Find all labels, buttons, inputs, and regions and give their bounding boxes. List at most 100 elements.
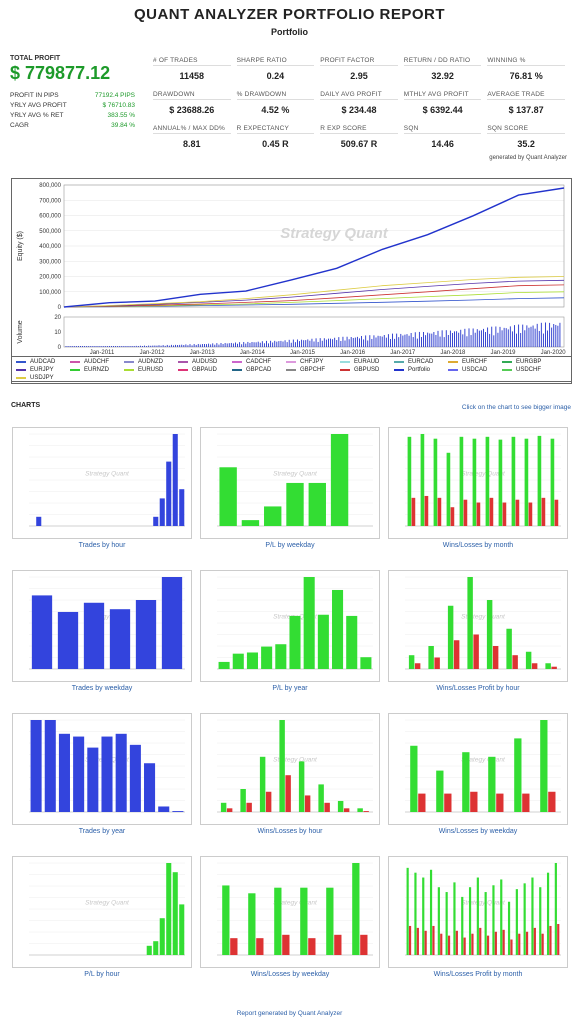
legend-item: AUDCHF [70, 359, 124, 365]
chart-bar [330, 434, 349, 526]
legend-swatch [340, 361, 350, 363]
legend-item: EURCHF [448, 359, 502, 365]
chart-caption[interactable]: Trades by year [78, 828, 126, 835]
chart-bar [87, 747, 99, 812]
chart-bar [360, 657, 372, 669]
chart-card[interactable]: Strategy Quant Trades by weekday [12, 570, 192, 692]
chart-bar-wins [523, 883, 526, 955]
legend-item: EURGBP [502, 359, 556, 365]
chart-bar [146, 945, 152, 955]
chart-watermark: Strategy Quant [461, 613, 506, 620]
chart-card[interactable]: Strategy Quant Trades by hour [12, 427, 192, 549]
chart-bar-losses [463, 499, 468, 526]
chart-card[interactable]: Strategy Quant Wins/Losses by weekday [388, 713, 568, 835]
chart-card[interactable]: Strategy Quant P/L by hour [12, 856, 192, 978]
chart-thumbnail[interactable]: Strategy Quant [200, 856, 380, 968]
stat-label: WINNING % [487, 57, 565, 66]
chart-bar [303, 577, 315, 669]
footer[interactable]: Report generated by Quant Analyzer [236, 1010, 343, 1017]
chart-watermark: Strategy Quant [85, 470, 130, 477]
chart-card[interactable]: Strategy Quant P/L by year [200, 570, 380, 692]
equity-xtick: Jan-2020 [541, 350, 567, 355]
legend-item: GBPAUD [178, 367, 232, 373]
chart-caption[interactable]: P/L by weekday [265, 542, 315, 549]
chart-bar-wins [550, 438, 555, 526]
chart-bar-losses [496, 793, 504, 812]
chart-bar-losses [479, 927, 482, 955]
chart-thumbnail[interactable]: Strategy Quant [388, 427, 568, 539]
chart-caption[interactable]: P/L by year [272, 685, 308, 692]
click-note[interactable]: Click on the chart to see bigger image [461, 404, 571, 411]
chart-svg: Strategy Quant [405, 719, 561, 813]
chart-bar-losses [450, 507, 455, 526]
chart-thumbnail[interactable]: Strategy Quant [388, 713, 568, 825]
chart-bar-wins [525, 651, 532, 669]
chart-card[interactable]: Strategy Quant Wins/Losses by month [388, 427, 568, 549]
chart-bar-losses [541, 933, 544, 955]
chart-bar-wins [406, 867, 409, 955]
chart-thumbnail[interactable]: Strategy Quant [200, 427, 380, 539]
chart-bar-losses [502, 502, 507, 526]
chart-bar-losses [455, 930, 458, 955]
chart-bar [36, 516, 42, 526]
chart-caption[interactable]: Wins/Losses by weekday [438, 828, 518, 835]
legend-item: CHFJPY [286, 359, 340, 365]
chart-bar [289, 615, 301, 669]
chart-bar-losses [308, 938, 316, 955]
chart-card[interactable]: Strategy Quant Wins/Losses Profit by hour [388, 570, 568, 692]
chart-caption[interactable]: Wins/Losses by hour [257, 828, 323, 835]
legend-item: USDJPY [16, 375, 70, 381]
chart-thumbnail[interactable]: Strategy Quant [388, 570, 568, 682]
chart-thumbnail[interactable]: Strategy Quant [200, 713, 380, 825]
chart-bar-wins [259, 756, 266, 812]
chart-thumbnail[interactable]: Strategy Quant [12, 570, 192, 682]
chart-thumbnail[interactable]: Strategy Quant [12, 713, 192, 825]
chart-caption[interactable]: P/L by hour [84, 971, 120, 978]
summary-row: YRLY AVG % RET 383.55 % [10, 112, 135, 119]
stat-cell: SQN SCORE 35.2 [484, 123, 568, 157]
stat-value: $ 234.48 [341, 105, 377, 115]
stat-value: 2.95 [350, 71, 368, 81]
chart-card[interactable]: Strategy Quant Trades by year [12, 713, 192, 835]
chart-caption[interactable]: Wins/Losses Profit by month [433, 971, 523, 978]
chart-bar-wins [279, 720, 285, 812]
chart-bar-wins [408, 655, 415, 669]
chart-watermark: Strategy Quant [273, 470, 318, 477]
chart-bar [172, 872, 178, 955]
chart-svg: Strategy Quant [29, 433, 185, 527]
chart-card[interactable]: Strategy Quant P/L by weekday [200, 427, 380, 549]
chart-bar-losses [408, 925, 412, 955]
chart-caption[interactable]: Trades by weekday [71, 685, 133, 692]
chart-svg: Strategy Quant [405, 576, 561, 670]
legend-label: CADCHF [246, 359, 271, 365]
equity-chart-svg: 800,000 700,000 600,000 500,000 400,000 300,0… [17, 183, 567, 356]
chart-caption[interactable]: Wins/Losses Profit by hour [436, 685, 520, 692]
chart-thumbnail[interactable]: Strategy Quant [200, 570, 380, 682]
chart-bar-wins [318, 784, 324, 812]
chart-bar [44, 720, 56, 812]
chart-card[interactable]: Strategy Quant Wins/Losses by hour [200, 713, 380, 835]
chart-thumbnail[interactable]: Strategy Quant [388, 856, 568, 968]
stat-value: 0.24 [266, 71, 285, 81]
chart-card[interactable]: Strategy Quant Wins/Losses Profit by mont… [388, 856, 568, 978]
chart-caption[interactable]: Trades by hour [78, 542, 126, 549]
equity-ytick: 0 [58, 305, 62, 311]
legend-label: EURJPY [30, 367, 54, 373]
chart-caption[interactable]: Wins/Losses by weekday [250, 971, 330, 978]
legend-item: EURUSD [124, 367, 178, 373]
equity-ytick: 300,000 [39, 259, 61, 265]
equity-chart[interactable]: 800,000 700,000 600,000 500,000 400,000 300,0… [11, 178, 572, 384]
chart-svg: Strategy Quant [217, 862, 373, 956]
stat-value: 32.92 [431, 71, 454, 81]
stat-label: DAILY AVG PROFIT [320, 91, 398, 100]
chart-thumbnail[interactable]: Strategy Quant [12, 427, 192, 539]
chart-bar-losses [256, 938, 264, 955]
chart-thumbnail[interactable]: Strategy Quant [12, 856, 192, 968]
chart-bar-losses [515, 499, 520, 526]
equity-ytick: 400,000 [39, 244, 61, 250]
chart-card[interactable]: Strategy Quant Wins/Losses by weekday [200, 856, 380, 978]
stat-cell: WINNING % 76.81 % [484, 55, 568, 89]
legend-swatch [70, 369, 80, 371]
chart-bar-losses [476, 502, 481, 526]
chart-caption[interactable]: Wins/Losses by month [442, 542, 514, 549]
